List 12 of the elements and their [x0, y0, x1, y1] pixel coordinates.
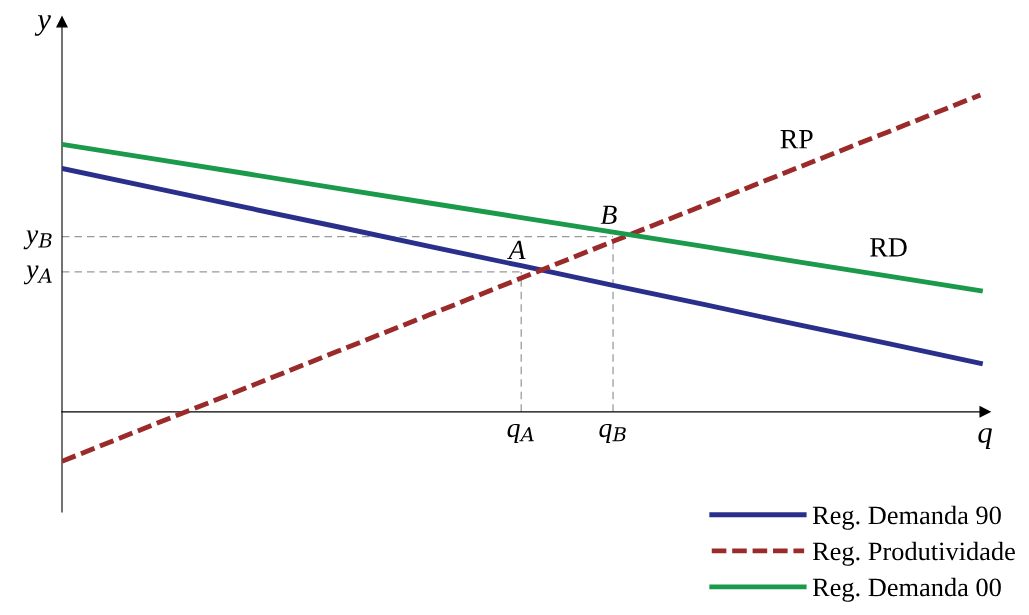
text: y	[34, 15, 51, 36]
x-tick-label: q$_{A}$	[507, 423, 534, 443]
legend-label: Reg. Demanda 90	[812, 505, 1001, 530]
x-axis-title: q	[978, 428, 992, 450]
x-tick-label: q$_{B}$	[599, 423, 626, 443]
text: y$_{B}$	[23, 230, 52, 250]
legend-label: Reg. Demanda 00	[812, 577, 1001, 602]
legend-label: Reg. Produtividade	[812, 541, 1015, 566]
annotation: B	[600, 205, 617, 224]
annotation: RP	[780, 130, 813, 149]
annotation: RD	[870, 238, 907, 257]
annotation: A	[507, 240, 526, 260]
